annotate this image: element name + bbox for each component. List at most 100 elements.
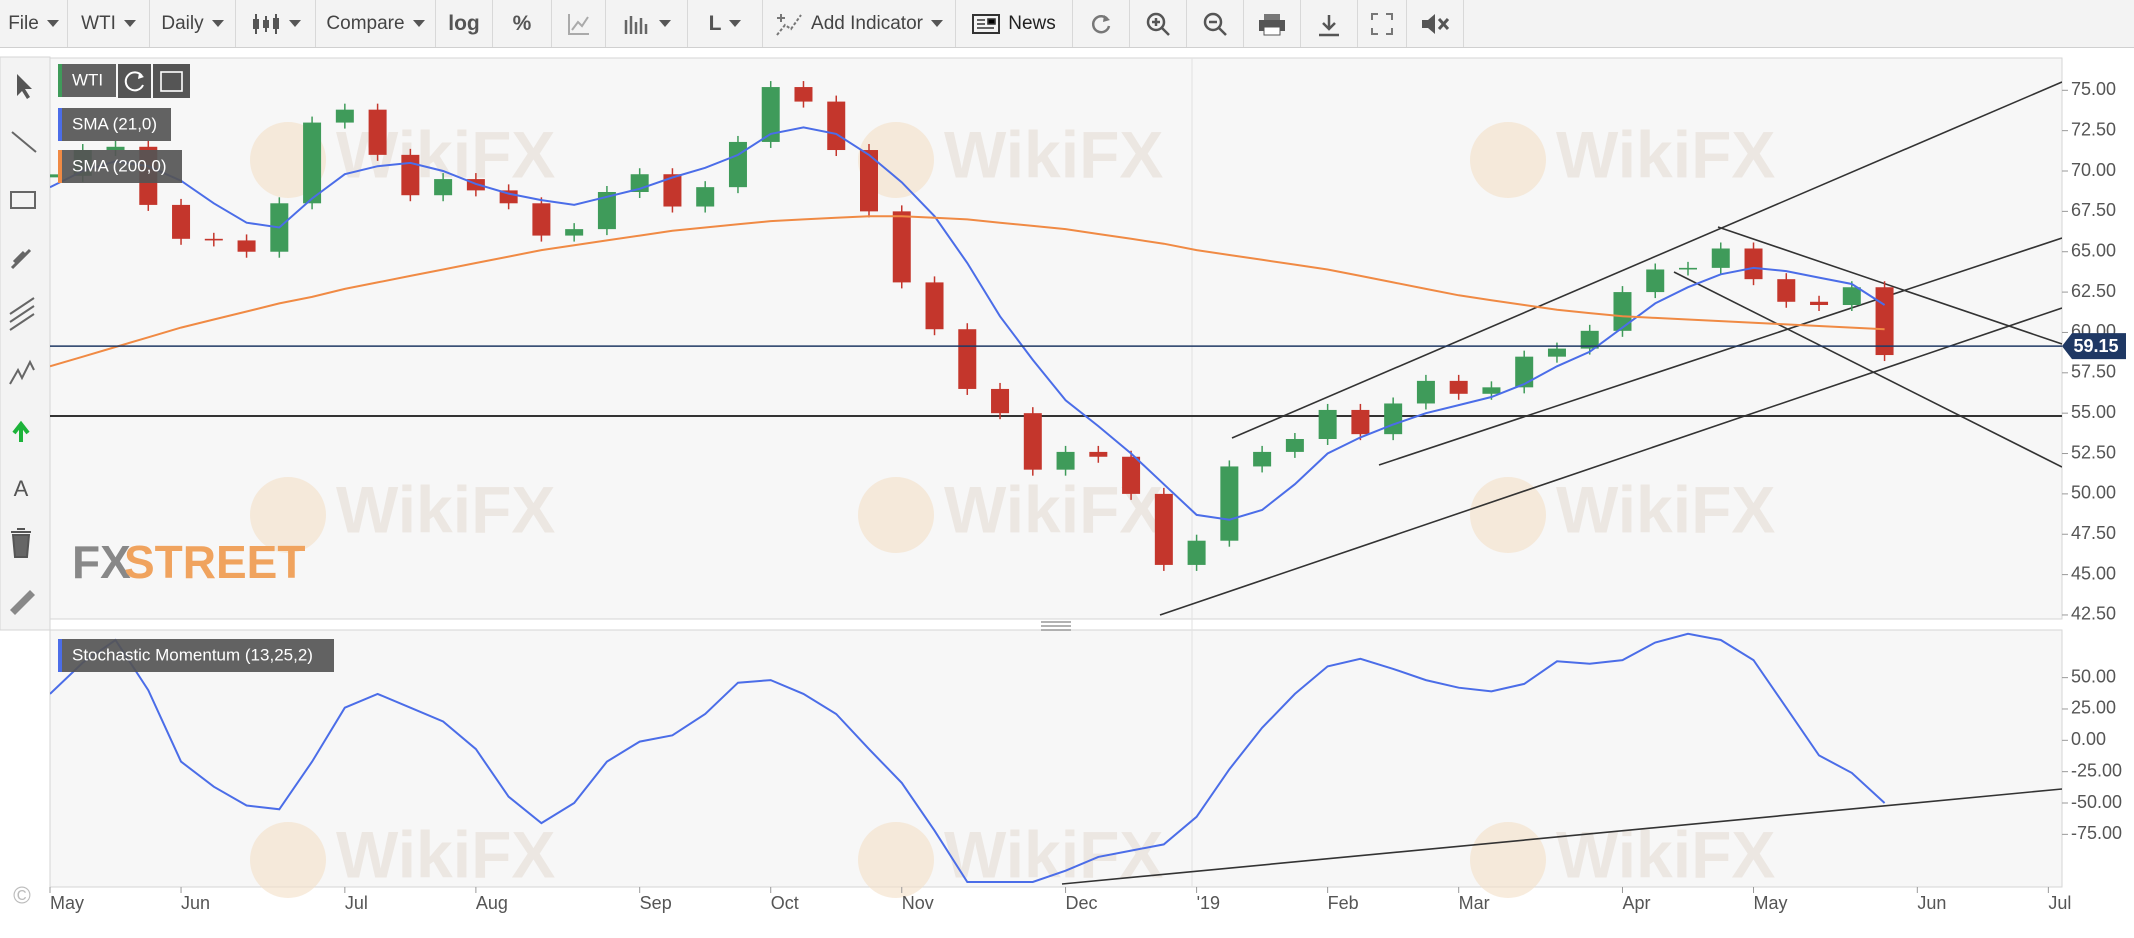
candle: [663, 174, 682, 207]
percent-label: %: [512, 11, 532, 35]
x-tick-label: May: [1754, 893, 1788, 913]
news-icon: [972, 13, 1001, 34]
refresh-button[interactable]: [118, 64, 151, 98]
candle: [1744, 248, 1763, 280]
candle: [696, 187, 715, 207]
legend-label: SMA (21,0): [72, 114, 157, 133]
log-button[interactable]: log: [436, 0, 493, 47]
pattern-tool[interactable]: [9, 359, 35, 385]
compare-label: Compare: [326, 12, 405, 34]
settings-icon: [160, 71, 183, 92]
candle: [1351, 409, 1370, 435]
legend-label: WTI: [72, 70, 103, 89]
add-indicator-label: Add Indicator: [811, 12, 923, 34]
candle: [1056, 451, 1075, 470]
series-line: [50, 215, 1885, 368]
x-tick-label: Apr: [1622, 893, 1650, 913]
text-tool[interactable]: A: [14, 476, 29, 501]
symbol-menu[interactable]: WTI: [68, 0, 150, 47]
settings-button[interactable]: [153, 64, 190, 98]
volume-menu[interactable]: [606, 0, 688, 47]
y-tick-label: 50.00: [2071, 483, 2116, 503]
line-tool[interactable]: [11, 131, 37, 153]
candle: [106, 146, 125, 151]
candle: [1449, 380, 1468, 394]
x-tick-label: Jul: [345, 893, 368, 913]
add-indicator-menu[interactable]: Add Indicator: [763, 0, 956, 47]
pen-tool[interactable]: [10, 248, 32, 270]
trend-line: [1378, 237, 2062, 466]
news-button[interactable]: News: [956, 0, 1073, 47]
candle: [1547, 348, 1566, 357]
candle: [532, 203, 551, 236]
candle: [925, 282, 944, 330]
x-tick-label: Oct: [771, 893, 799, 913]
candle: [1842, 287, 1861, 306]
fullscreen-button[interactable]: [1358, 0, 1407, 47]
indicator-icon: [776, 13, 802, 36]
watermark: WikiFX: [1556, 472, 1775, 546]
watermark: WikiFX: [944, 817, 1163, 891]
file-menu[interactable]: File: [0, 0, 68, 47]
y-tick-label: 75.00: [2071, 79, 2116, 99]
print-button[interactable]: [1244, 0, 1301, 47]
candle: [1810, 301, 1829, 306]
y-tick-label: 57.50: [2071, 362, 2116, 382]
candle: [335, 109, 354, 123]
y-tick-label: 45.00: [2071, 563, 2116, 583]
y-tick-label: 67.50: [2071, 200, 2116, 220]
rect-tool[interactable]: [10, 191, 36, 209]
y-tick-label: -75.00: [2071, 823, 2122, 843]
compare-menu[interactable]: Compare: [316, 0, 436, 47]
pointer-tool[interactable]: [17, 74, 32, 99]
x-tick-label: Nov: [902, 893, 934, 913]
watermarks: WikiFX WikiFX WikiFX WikiFX WikiFX WikiFX Wiki…: [250, 117, 1775, 898]
png-button[interactable]: [1301, 0, 1358, 47]
interval-menu[interactable]: Daily: [150, 0, 236, 47]
channel-tool[interactable]: [9, 297, 35, 331]
watermark-logo: [858, 822, 934, 898]
trend-line: [1231, 81, 2062, 439]
y-tick-label: 0.00: [2071, 729, 2106, 749]
candle: [1318, 409, 1337, 439]
style-menu[interactable]: L: [688, 0, 763, 47]
y-tick-label: 55.00: [2071, 402, 2116, 422]
candle: [1023, 413, 1042, 470]
x-tick-label: '19: [1197, 893, 1220, 913]
refresh-button[interactable]: [1073, 0, 1130, 47]
candle: [761, 87, 780, 142]
logo-street: STREET: [124, 536, 305, 588]
x-tick-label: Jun: [1917, 893, 1946, 913]
candle: [1089, 451, 1108, 457]
percent-button[interactable]: %: [493, 0, 552, 47]
watermark-logo: [1470, 122, 1546, 198]
zoom-out-button[interactable]: [1187, 0, 1244, 47]
zoom-in-button[interactable]: [1130, 0, 1187, 47]
ruler-tool[interactable]: [10, 590, 35, 615]
delete-tool[interactable]: [11, 528, 31, 558]
candle: [1580, 330, 1599, 349]
chart-button[interactable]: [552, 0, 606, 47]
legend-swatch: [58, 108, 62, 141]
fullscreen-icon: [1371, 12, 1393, 35]
refresh-icon: [1091, 14, 1111, 33]
trend-line: [1717, 226, 2062, 345]
main-series: [50, 81, 2062, 571]
mute-button[interactable]: [1407, 0, 1464, 47]
stoch-trend: [1061, 788, 2062, 885]
watermark: WikiFX: [1556, 817, 1775, 891]
legend-box: [58, 639, 334, 672]
trend-lines: [50, 81, 2062, 616]
resize-handle[interactable]: [1041, 621, 1071, 631]
chart-type-menu[interactable]: [236, 0, 316, 47]
arrow-tool[interactable]: [12, 420, 30, 442]
refresh-icon: [124, 71, 144, 92]
copyright: ©: [13, 882, 31, 909]
logo-fx: FX: [72, 536, 131, 588]
x-tick-label: May: [50, 893, 84, 913]
watermark: WikiFX: [944, 117, 1163, 191]
file-label: File: [8, 12, 39, 34]
candle: [597, 191, 616, 230]
